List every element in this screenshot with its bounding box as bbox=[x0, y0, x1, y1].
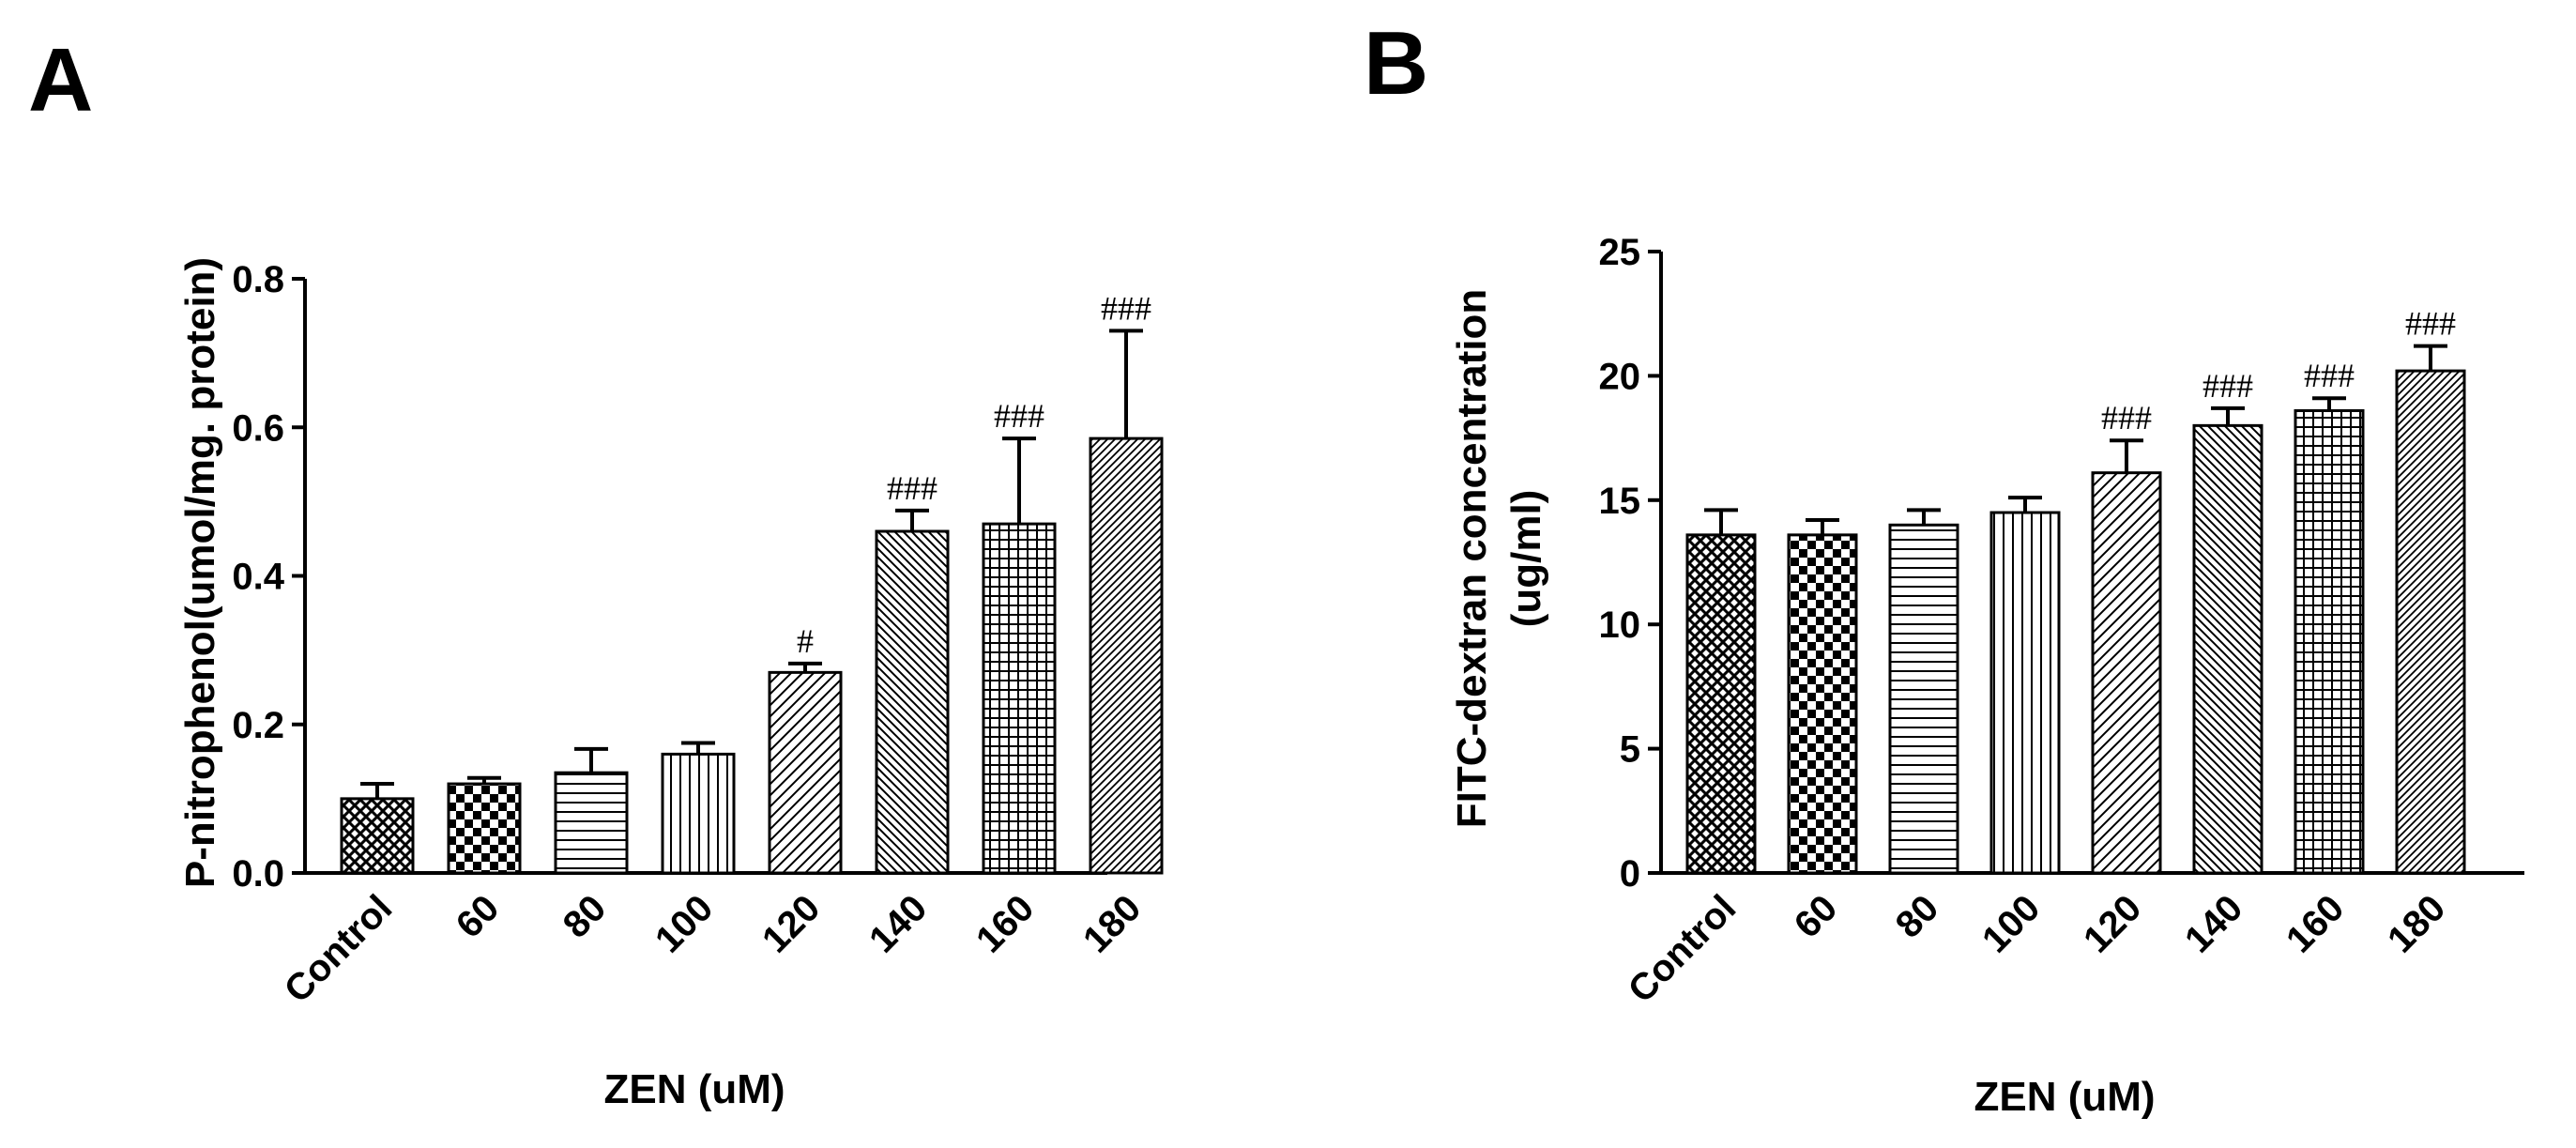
y-tick-label-b: 10 bbox=[1599, 605, 1641, 646]
y-tick-label-a: 0.4 bbox=[232, 557, 284, 598]
bar-a-120 bbox=[768, 670, 843, 875]
bar-b-120 bbox=[2091, 471, 2162, 875]
y-tick-label-b: 20 bbox=[1599, 356, 1641, 397]
x-tick-label-a: 80 bbox=[556, 887, 615, 946]
bar-b-140 bbox=[2192, 423, 2264, 875]
bar-b-100 bbox=[1989, 511, 2061, 875]
significance-label-a: # bbox=[797, 622, 814, 660]
y-axis-title-b: FITC-dextran concentration bbox=[1449, 289, 1495, 829]
bar-b-60 bbox=[1787, 533, 1858, 875]
x-tick-label-a: Control bbox=[277, 887, 401, 1011]
y-axis-title-unit-b: (ug/ml) bbox=[1503, 490, 1549, 628]
significance-label-a: ### bbox=[887, 469, 937, 507]
y-axis-title-a: P-nitrophenol(umol/mg. protein) bbox=[177, 257, 223, 888]
bar-a-80 bbox=[554, 771, 629, 875]
bar-a-60 bbox=[447, 782, 522, 875]
y-tick-label-b: 15 bbox=[1599, 481, 1641, 522]
y-tick-label-a: 0.8 bbox=[232, 259, 284, 300]
y-tick-label-a: 0.2 bbox=[232, 705, 284, 746]
bar-a-140 bbox=[875, 529, 950, 875]
bar-a-180 bbox=[1089, 436, 1164, 875]
x-tick-label-a: 120 bbox=[755, 887, 828, 960]
x-axis-title-b: ZEN (uM) bbox=[1974, 1074, 2155, 1120]
panel-letter-b: B bbox=[1364, 13, 1428, 114]
x-tick-label-a: 160 bbox=[968, 887, 1042, 960]
significance-label-b: ### bbox=[2203, 367, 2253, 405]
x-tick-label-b: 60 bbox=[1787, 887, 1846, 946]
x-tick-label-a: 180 bbox=[1075, 887, 1149, 960]
y-tick-label-a: 0.6 bbox=[232, 407, 284, 449]
y-tick-label-b: 5 bbox=[1620, 729, 1640, 771]
x-tick-label-b: Control bbox=[1621, 887, 1745, 1011]
bar-a-160 bbox=[982, 522, 1057, 875]
y-tick-label-b: 0 bbox=[1620, 853, 1640, 895]
x-axis-title-a: ZEN (uM) bbox=[603, 1066, 785, 1112]
bar-b-control bbox=[1685, 533, 1757, 875]
bar-a-control bbox=[340, 797, 415, 875]
y-tick-label-a: 0.0 bbox=[232, 853, 284, 895]
x-tick-label-b: 100 bbox=[1974, 887, 2048, 960]
significance-label-b: ### bbox=[2405, 305, 2456, 343]
panel-letter-a: A bbox=[28, 30, 93, 130]
significance-label-b: ### bbox=[2304, 357, 2355, 394]
chart-a: 0.0 0.2 0.4 0.6 0.8P-nitrophenol(umol/mg. pr… bbox=[177, 257, 1164, 1112]
y-tick-label-b: 25 bbox=[1599, 232, 1641, 273]
bar-b-160 bbox=[2294, 408, 2365, 875]
x-tick-label-b: 120 bbox=[2076, 887, 2149, 960]
bar-b-180 bbox=[2395, 369, 2466, 875]
x-tick-label-a: 100 bbox=[648, 887, 721, 960]
significance-label-b: ### bbox=[2101, 399, 2152, 436]
bar-a-100 bbox=[661, 752, 736, 875]
chart-b: 0 5 10 15 20 25 FITC-dextran concentration (ug/… bbox=[1449, 232, 2524, 1120]
x-tick-label-b: 180 bbox=[2380, 887, 2453, 960]
x-tick-label-b: 140 bbox=[2177, 887, 2250, 960]
x-tick-label-a: 140 bbox=[861, 887, 935, 960]
x-tick-label-b: 160 bbox=[2279, 887, 2352, 960]
x-tick-label-a: 60 bbox=[449, 887, 508, 946]
bar-b-80 bbox=[1888, 523, 1959, 875]
x-tick-label-b: 80 bbox=[1888, 887, 1947, 946]
significance-label-a: ### bbox=[994, 397, 1044, 435]
significance-label-a: ### bbox=[1101, 289, 1151, 327]
